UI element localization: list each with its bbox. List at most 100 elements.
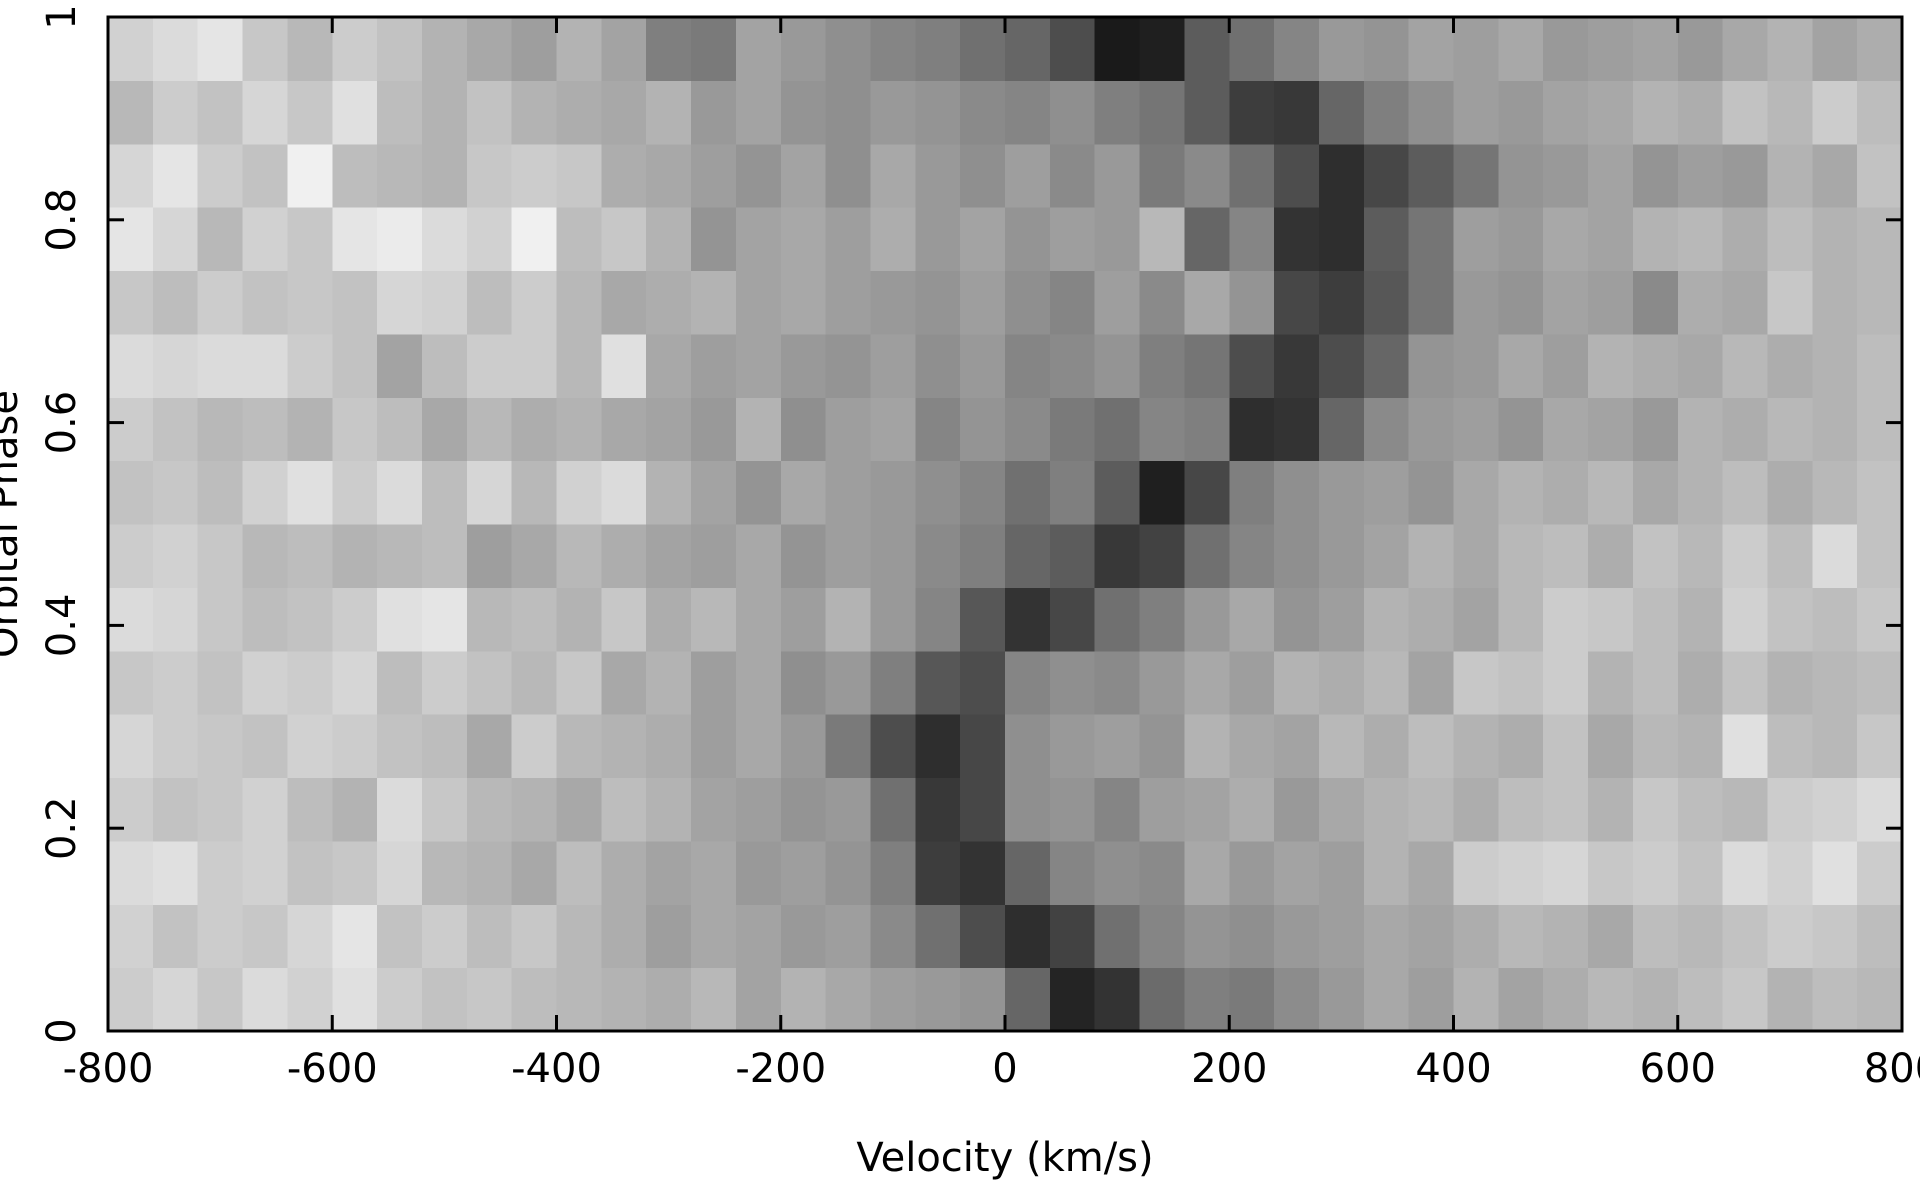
heatmap-cell: [646, 650, 692, 715]
heatmap-cell: [1363, 524, 1410, 588]
heatmap-cell: [1722, 967, 1769, 1032]
heatmap-cell: [556, 840, 602, 905]
heatmap-cell: [915, 904, 961, 969]
heatmap-cell: [1812, 587, 1858, 652]
heatmap-cell: [1722, 270, 1769, 335]
heatmap-cell: [332, 904, 378, 969]
heatmap-cell: [1453, 17, 1499, 81]
heatmap-cell: [1005, 650, 1051, 715]
heatmap-cell: [1274, 904, 1320, 969]
heatmap-cell: [1094, 840, 1141, 905]
heatmap-cell: [646, 17, 692, 81]
heatmap-cell: [1812, 777, 1858, 842]
heatmap-cell: [1318, 207, 1365, 272]
heatmap-cell: [1049, 967, 1096, 1032]
heatmap-cell: [825, 80, 872, 145]
heatmap-cell: [421, 80, 468, 145]
heatmap-cell: [780, 524, 827, 588]
heatmap-cell: [287, 143, 333, 208]
heatmap-cell: [915, 17, 961, 81]
heatmap-cell: [1543, 270, 1589, 335]
heatmap-cell: [646, 80, 692, 145]
heatmap-cell: [1857, 967, 1903, 1032]
heatmap-cell: [825, 777, 872, 842]
heatmap-cell: [152, 650, 199, 715]
heatmap-cell: [1139, 587, 1185, 652]
heatmap-cell: [1184, 714, 1230, 779]
heatmap-cell: [1453, 460, 1499, 525]
heatmap-cell: [1498, 270, 1544, 335]
heatmap-cell: [466, 17, 513, 81]
heatmap-cell: [152, 207, 199, 272]
heatmap-cell: [1184, 397, 1230, 462]
heatmap-cell: [1767, 650, 1813, 715]
heatmap-cell: [197, 270, 244, 335]
heatmap-cell: [780, 143, 827, 208]
heatmap-cell: [1049, 207, 1096, 272]
heatmap-cell: [1498, 904, 1544, 969]
heatmap-cell: [601, 904, 647, 969]
heatmap-cell: [197, 650, 244, 715]
heatmap-cell: [421, 397, 468, 462]
heatmap-cell: [511, 270, 558, 335]
y-tick-label: 0: [39, 1018, 85, 1043]
heatmap-cell: [735, 80, 782, 145]
heatmap-cell: [1005, 80, 1051, 145]
heatmap-cell: [1453, 80, 1499, 145]
heatmap-cell: [735, 270, 782, 335]
heatmap-cell: [1274, 207, 1320, 272]
x-tick-label: -800: [63, 1046, 154, 1092]
heatmap-cell: [332, 714, 378, 779]
heatmap-cell: [332, 207, 378, 272]
heatmap-cell: [1632, 840, 1679, 905]
heatmap-cell: [1857, 777, 1903, 842]
heatmap-cell: [556, 270, 602, 335]
heatmap-cell: [1363, 714, 1410, 779]
heatmap-cell: [1408, 143, 1455, 208]
heatmap-cell: [1408, 587, 1455, 652]
heatmap-cell: [691, 904, 737, 969]
heatmap-cell: [1632, 270, 1679, 335]
heatmap-cell: [691, 777, 737, 842]
heatmap-cell: [1767, 587, 1813, 652]
heatmap-cell: [197, 777, 244, 842]
heatmap-cell: [1632, 904, 1679, 969]
heatmap-cell: [1274, 80, 1320, 145]
heatmap-cell: [1767, 397, 1813, 462]
heatmap-cell: [1094, 650, 1141, 715]
heatmap-cell: [1812, 904, 1858, 969]
heatmap-cell: [1677, 397, 1724, 462]
heatmap-cell: [1229, 333, 1275, 398]
heatmap-cell: [1632, 587, 1679, 652]
heatmap-cell: [1229, 967, 1275, 1032]
heatmap-cell: [421, 460, 468, 525]
heatmap-cell: [1274, 524, 1320, 588]
heatmap-cell: [242, 650, 288, 715]
heatmap-cell: [1588, 270, 1634, 335]
heatmap-cell: [466, 524, 513, 588]
heatmap-cell: [1408, 524, 1455, 588]
heatmap-cell: [1498, 840, 1544, 905]
heatmap-cell: [601, 460, 647, 525]
x-tick-label: -600: [287, 1046, 378, 1092]
heatmap-cell: [1005, 840, 1051, 905]
heatmap-cell: [556, 460, 602, 525]
heatmap-cell: [646, 714, 692, 779]
heatmap-cell: [1812, 333, 1858, 398]
heatmap-cell: [1543, 143, 1589, 208]
heatmap-cell: [691, 840, 737, 905]
heatmap-cell: [287, 17, 333, 81]
heatmap-cell: [825, 904, 872, 969]
heatmap-cell: [152, 80, 199, 145]
heatmap-cell: [601, 80, 647, 145]
heatmap-cell: [1229, 143, 1275, 208]
heatmap-cell: [466, 840, 513, 905]
heatmap-cell: [825, 333, 872, 398]
heatmap-cell: [691, 207, 737, 272]
heatmap-cell: [1229, 270, 1275, 335]
heatmap-cell: [1049, 143, 1096, 208]
heatmap-cell: [242, 777, 288, 842]
heatmap-cell: [332, 587, 378, 652]
heatmap-cell: [1318, 17, 1365, 81]
